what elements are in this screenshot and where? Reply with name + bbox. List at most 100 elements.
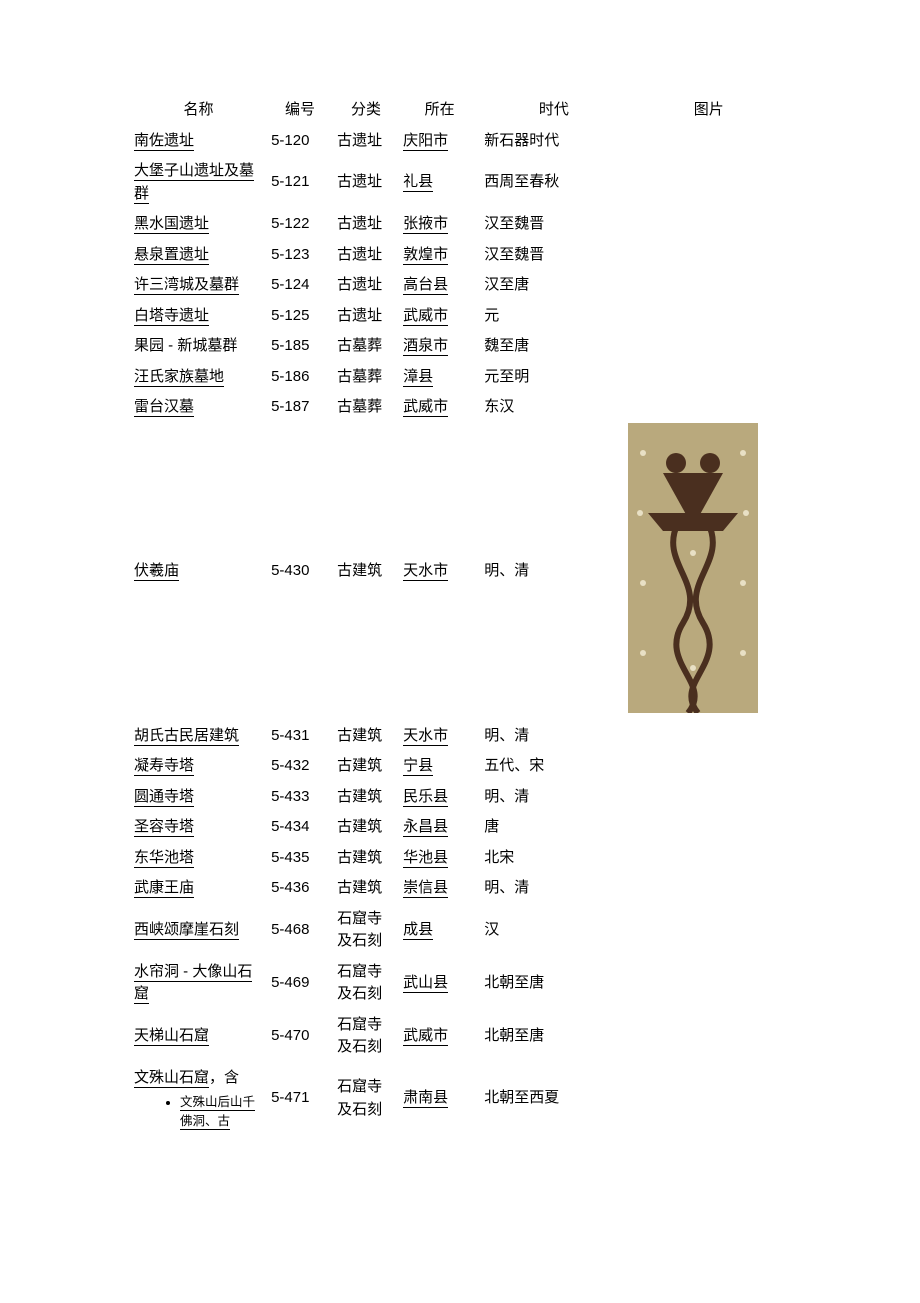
table-row: 许三湾城及墓群5-124古遗址高台县汉至唐: [130, 270, 790, 301]
cell-location: 华池县: [399, 843, 480, 874]
sub-link[interactable]: 文殊山后山千佛洞、古: [180, 1095, 255, 1130]
cell-location: 永昌县: [399, 812, 480, 843]
location-link[interactable]: 武威市: [403, 398, 448, 417]
location-link[interactable]: 民乐县: [403, 788, 448, 807]
name-link[interactable]: 水帘洞 - 大像山石窟: [134, 963, 252, 1005]
cell-image: [628, 362, 791, 393]
cell-era: 明、清: [480, 782, 627, 813]
cell-code: 5-122: [267, 209, 333, 240]
table-row: 凝寿寺塔5-432古建筑宁县五代、宋: [130, 751, 790, 782]
cell-category: 古建筑: [333, 812, 399, 843]
location-link[interactable]: 永昌县: [403, 818, 448, 837]
cell-era: 明、清: [480, 873, 627, 904]
cell-location: 武威市: [399, 301, 480, 332]
location-link[interactable]: 礼县: [403, 173, 433, 192]
location-link[interactable]: 天水市: [403, 562, 448, 581]
cell-code: 5-436: [267, 873, 333, 904]
location-link[interactable]: 天水市: [403, 727, 448, 746]
location-link[interactable]: 武山县: [403, 974, 448, 993]
location-link[interactable]: 庆阳市: [403, 132, 448, 151]
cell-code: 5-469: [267, 957, 333, 1010]
sub-list-item: 文殊山后山千佛洞、古: [180, 1093, 263, 1131]
name-link[interactable]: 悬泉置遗址: [134, 246, 209, 265]
name-link[interactable]: 胡氏古民居建筑: [134, 727, 239, 746]
name-link[interactable]: 西峡颂摩崖石刻: [134, 921, 239, 940]
location-link[interactable]: 酒泉市: [403, 337, 448, 356]
cell-name: 悬泉置遗址: [130, 240, 267, 271]
table-row: 文殊山石窟，含文殊山后山千佛洞、古5-471石窟寺及石刻肃南县北朝至西夏: [130, 1063, 790, 1135]
cell-location: 武威市: [399, 1010, 480, 1063]
name-link[interactable]: 东华池塔: [134, 849, 194, 868]
cell-location: 天水市: [399, 423, 480, 721]
cell-location: 庆阳市: [399, 126, 480, 157]
name-link[interactable]: 汪氏家族墓地: [134, 368, 224, 387]
location-link[interactable]: 成县: [403, 921, 433, 940]
name-link[interactable]: 大堡子山遗址及墓群: [134, 162, 254, 204]
cell-location: 武山县: [399, 957, 480, 1010]
cell-code: 5-431: [267, 721, 333, 752]
name-link[interactable]: 武康王庙: [134, 879, 194, 898]
table-row: 圣容寺塔5-434古建筑永昌县唐: [130, 812, 790, 843]
name-link[interactable]: 伏羲庙: [134, 562, 179, 581]
location-link[interactable]: 高台县: [403, 276, 448, 295]
location-link[interactable]: 崇信县: [403, 879, 448, 898]
table-row: 伏羲庙5-430古建筑天水市明、清: [130, 423, 790, 721]
name-link[interactable]: 雷台汉墓: [134, 398, 194, 417]
location-link[interactable]: 武威市: [403, 1027, 448, 1046]
cell-image: [628, 392, 791, 423]
table-row: 圆通寺塔5-433古建筑民乐县明、清: [130, 782, 790, 813]
location-link[interactable]: 敦煌市: [403, 246, 448, 265]
cell-code: 5-185: [267, 331, 333, 362]
name-link[interactable]: 白塔寺遗址: [134, 307, 209, 326]
cell-era: 唐: [480, 812, 627, 843]
cell-location: 漳县: [399, 362, 480, 393]
cell-era: 魏至唐: [480, 331, 627, 362]
name-link[interactable]: 圆通寺塔: [134, 788, 194, 807]
header-name: 名称: [130, 95, 267, 126]
table-body: 南佐遗址5-120古遗址庆阳市新石器时代大堡子山遗址及墓群5-121古遗址礼县西…: [130, 126, 790, 1135]
cell-code: 5-187: [267, 392, 333, 423]
sub-list: 文殊山后山千佛洞、古: [134, 1093, 263, 1131]
location-link[interactable]: 漳县: [403, 368, 433, 387]
cell-location: 宁县: [399, 751, 480, 782]
header-image: 图片: [628, 95, 791, 126]
cell-category: 古建筑: [333, 873, 399, 904]
table-head: 名称 编号 分类 所在 时代 图片: [130, 95, 790, 126]
cell-image: [628, 331, 791, 362]
name-link[interactable]: 南佐遗址: [134, 132, 194, 151]
location-link[interactable]: 宁县: [403, 757, 433, 776]
location-link[interactable]: 肃南县: [403, 1089, 448, 1108]
name-link[interactable]: 凝寿寺塔: [134, 757, 194, 776]
cell-image: [628, 751, 791, 782]
cell-name: 天梯山石窟: [130, 1010, 267, 1063]
cell-image: [628, 301, 791, 332]
cell-name: 圣容寺塔: [130, 812, 267, 843]
name-link[interactable]: 许三湾城及墓群: [134, 276, 239, 295]
cell-name: 雷台汉墓: [130, 392, 267, 423]
cell-location: 张掖市: [399, 209, 480, 240]
cell-name: 西峡颂摩崖石刻: [130, 904, 267, 957]
cell-category: 古建筑: [333, 782, 399, 813]
cell-code: 5-120: [267, 126, 333, 157]
table-row: 胡氏古民居建筑5-431古建筑天水市明、清: [130, 721, 790, 752]
cell-image: [628, 1063, 791, 1135]
cell-code: 5-432: [267, 751, 333, 782]
location-link[interactable]: 张掖市: [403, 215, 448, 234]
table-row: 大堡子山遗址及墓群5-121古遗址礼县西周至春秋: [130, 156, 790, 209]
cell-name: 果园 - 新城墓群: [130, 331, 267, 362]
cell-name: 黑水国遗址: [130, 209, 267, 240]
cell-era: 西周至春秋: [480, 156, 627, 209]
cell-name: 伏羲庙: [130, 423, 267, 721]
name-link[interactable]: 天梯山石窟: [134, 1027, 209, 1046]
header-era: 时代: [480, 95, 627, 126]
location-link[interactable]: 武威市: [403, 307, 448, 326]
name-link[interactable]: 黑水国遗址: [134, 215, 209, 234]
cell-era: 元至明: [480, 362, 627, 393]
cell-code: 5-124: [267, 270, 333, 301]
cell-era: 东汉: [480, 392, 627, 423]
location-link[interactable]: 华池县: [403, 849, 448, 868]
name-link[interactable]: 文殊山石窟: [134, 1069, 209, 1088]
name-link[interactable]: 圣容寺塔: [134, 818, 194, 837]
cell-era: 北朝至西夏: [480, 1063, 627, 1135]
cell-category: 古遗址: [333, 270, 399, 301]
